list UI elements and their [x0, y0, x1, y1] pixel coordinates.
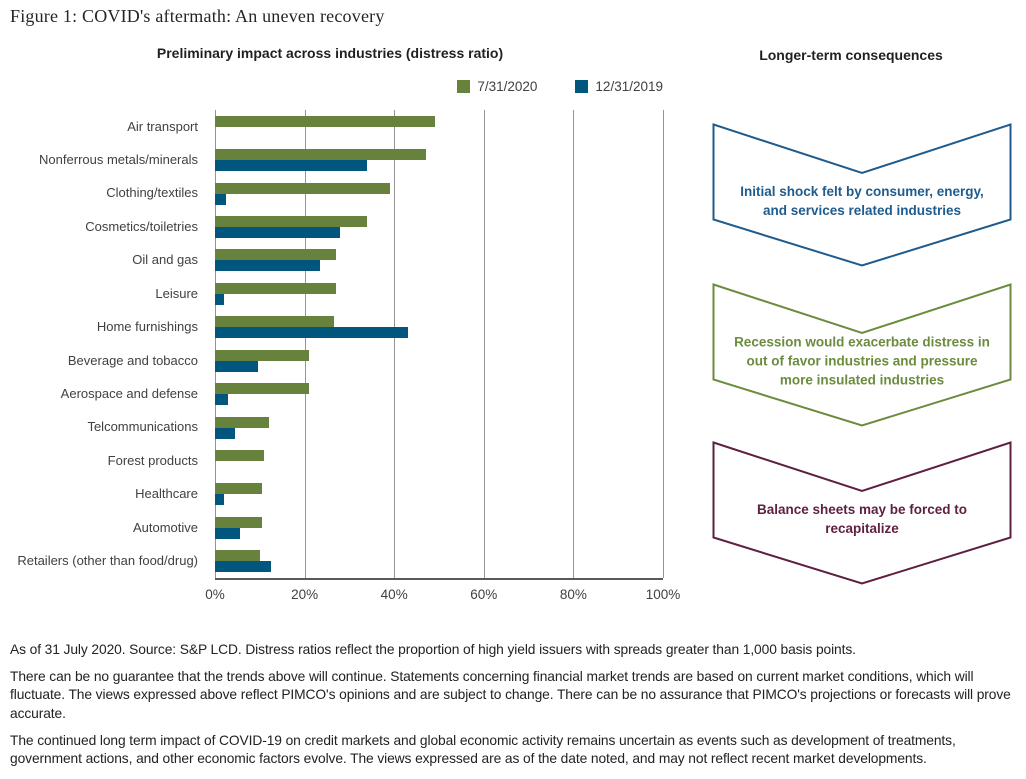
- category-axis-labels: Air transport Nonferrous metals/minerals C…: [0, 110, 198, 578]
- legend-label: 12/31/2019: [595, 79, 663, 94]
- bar-row: [215, 444, 663, 477]
- gridline: [663, 110, 664, 578]
- consequence-text: Initial shock felt by consumer, energy, …: [740, 184, 984, 219]
- footnote: There can be no guarantee that the trend…: [10, 669, 1011, 721]
- bar-12-31-2019: [215, 160, 368, 172]
- x-tick-label: 100%: [645, 587, 681, 602]
- consequence-chevron: Recession would exacerbate distress in o…: [712, 283, 1012, 427]
- bar-row: [215, 177, 663, 210]
- chevron-shape-icon: [712, 123, 1012, 267]
- bar-12-31-2019: [215, 527, 240, 539]
- chevron-shape-icon: [712, 283, 1012, 427]
- bar-12-31-2019: [215, 327, 408, 339]
- bar-12-31-2019: [215, 193, 227, 205]
- gridline: [483, 110, 485, 578]
- bar-7-31-2020: [215, 516, 263, 528]
- consequence-chevron: Initial shock felt by consumer, energy, …: [712, 123, 1012, 267]
- bar-rows: [215, 110, 663, 578]
- bar-7-31-2020: [215, 449, 265, 461]
- bar-7-31-2020: [215, 182, 390, 194]
- footnote: The continued long term impact of COVID-…: [10, 732, 956, 767]
- figure-title: Figure 1: COVID's aftermath: An uneven r…: [10, 6, 385, 26]
- consequence-text: Balance sheets may be forced to recapita…: [756, 502, 968, 537]
- bar-7-31-2020: [215, 282, 336, 294]
- bar-row: [215, 511, 663, 544]
- category-label: Clothing/textiles: [106, 185, 198, 201]
- footnote: As of 31 July 2020. Source: S&P LCD. Dis…: [10, 642, 856, 657]
- bar-row: [215, 277, 663, 310]
- bar-row: [215, 311, 663, 344]
- category-label: Oil and gas: [132, 252, 198, 268]
- category-label: Healthcare: [135, 486, 198, 502]
- category-label: Beverage and tobacco: [67, 352, 198, 368]
- bar-7-31-2020: [215, 316, 334, 328]
- bar-row: [215, 344, 663, 377]
- bar-12-31-2019: [215, 394, 229, 406]
- gridline: [304, 110, 306, 578]
- category-label: Retailers (other than food/drug): [17, 553, 198, 569]
- bar-row: [215, 377, 663, 410]
- chart-legend: 7/31/2020 12/31/2019: [215, 79, 663, 94]
- chart-title: Preliminary impact across industries (di…: [156, 45, 504, 61]
- bar-7-31-2020: [215, 383, 310, 395]
- category-label: Aerospace and defense: [60, 385, 198, 401]
- legend-label: 7/31/2020: [477, 79, 538, 94]
- bar-row: [215, 244, 663, 277]
- bar-7-31-2020: [215, 115, 435, 127]
- bar-row: [215, 478, 663, 511]
- bar-7-31-2020: [215, 483, 263, 495]
- bar-7-31-2020: [215, 249, 336, 261]
- consequence-chevron: Balance sheets may be forced to recapita…: [712, 441, 1012, 585]
- plot-area: [215, 110, 664, 580]
- chevron-shape-icon: [712, 441, 1012, 585]
- bar-12-31-2019: [215, 260, 321, 272]
- bar-row: [215, 110, 663, 143]
- bar-12-31-2019: [215, 293, 224, 305]
- legend-item: 12/31/2019: [575, 79, 663, 94]
- bar-12-31-2019: [215, 360, 258, 372]
- legend-swatch-icon: [457, 80, 471, 93]
- bar-7-31-2020: [215, 215, 368, 227]
- bar-row: [215, 143, 663, 176]
- category-label: Leisure: [155, 285, 198, 301]
- category-label: Telcommunications: [87, 419, 198, 435]
- bar-7-31-2020: [215, 550, 260, 562]
- consequences-title: Longer-term consequences: [759, 47, 943, 63]
- category-label: Air transport: [127, 118, 198, 134]
- bar-row: [215, 210, 663, 243]
- bar-7-31-2020: [215, 349, 310, 361]
- gridline: [573, 110, 575, 578]
- consequence-chevrons: Initial shock felt by consumer, energy, …: [712, 0, 1012, 600]
- category-label: Forest products: [107, 452, 198, 468]
- category-label: Automotive: [132, 519, 198, 535]
- bar-12-31-2019: [215, 494, 224, 506]
- category-label: Home furnishings: [96, 319, 198, 335]
- category-label: Nonferrous metals/minerals: [39, 151, 198, 167]
- bar-12-31-2019: [215, 226, 341, 238]
- legend-item: 7/31/2020: [457, 79, 537, 94]
- category-label: Cosmetics/toiletries: [85, 218, 198, 234]
- bar-row: [215, 411, 663, 444]
- x-axis-ticks: 0% 20% 40% 60% 80% 100%: [205, 587, 680, 607]
- x-tick-label: 0%: [205, 587, 225, 602]
- gridline: [394, 110, 396, 578]
- x-tick-label: 80%: [559, 587, 587, 602]
- legend-swatch-icon: [575, 80, 589, 93]
- bar-7-31-2020: [215, 416, 269, 428]
- x-tick-label: 40%: [380, 587, 408, 602]
- bar-12-31-2019: [215, 561, 271, 573]
- x-tick-label: 60%: [470, 587, 498, 602]
- footnotes: As of 31 July 2020. Source: S&P LCD. Dis…: [10, 641, 1018, 777]
- x-tick-label: 20%: [291, 587, 319, 602]
- bar-7-31-2020: [215, 149, 426, 161]
- bar-12-31-2019: [215, 427, 236, 439]
- consequence-text: Recession would exacerbate distress in o…: [734, 334, 990, 388]
- gridline: [215, 110, 216, 578]
- bar-row: [215, 544, 663, 577]
